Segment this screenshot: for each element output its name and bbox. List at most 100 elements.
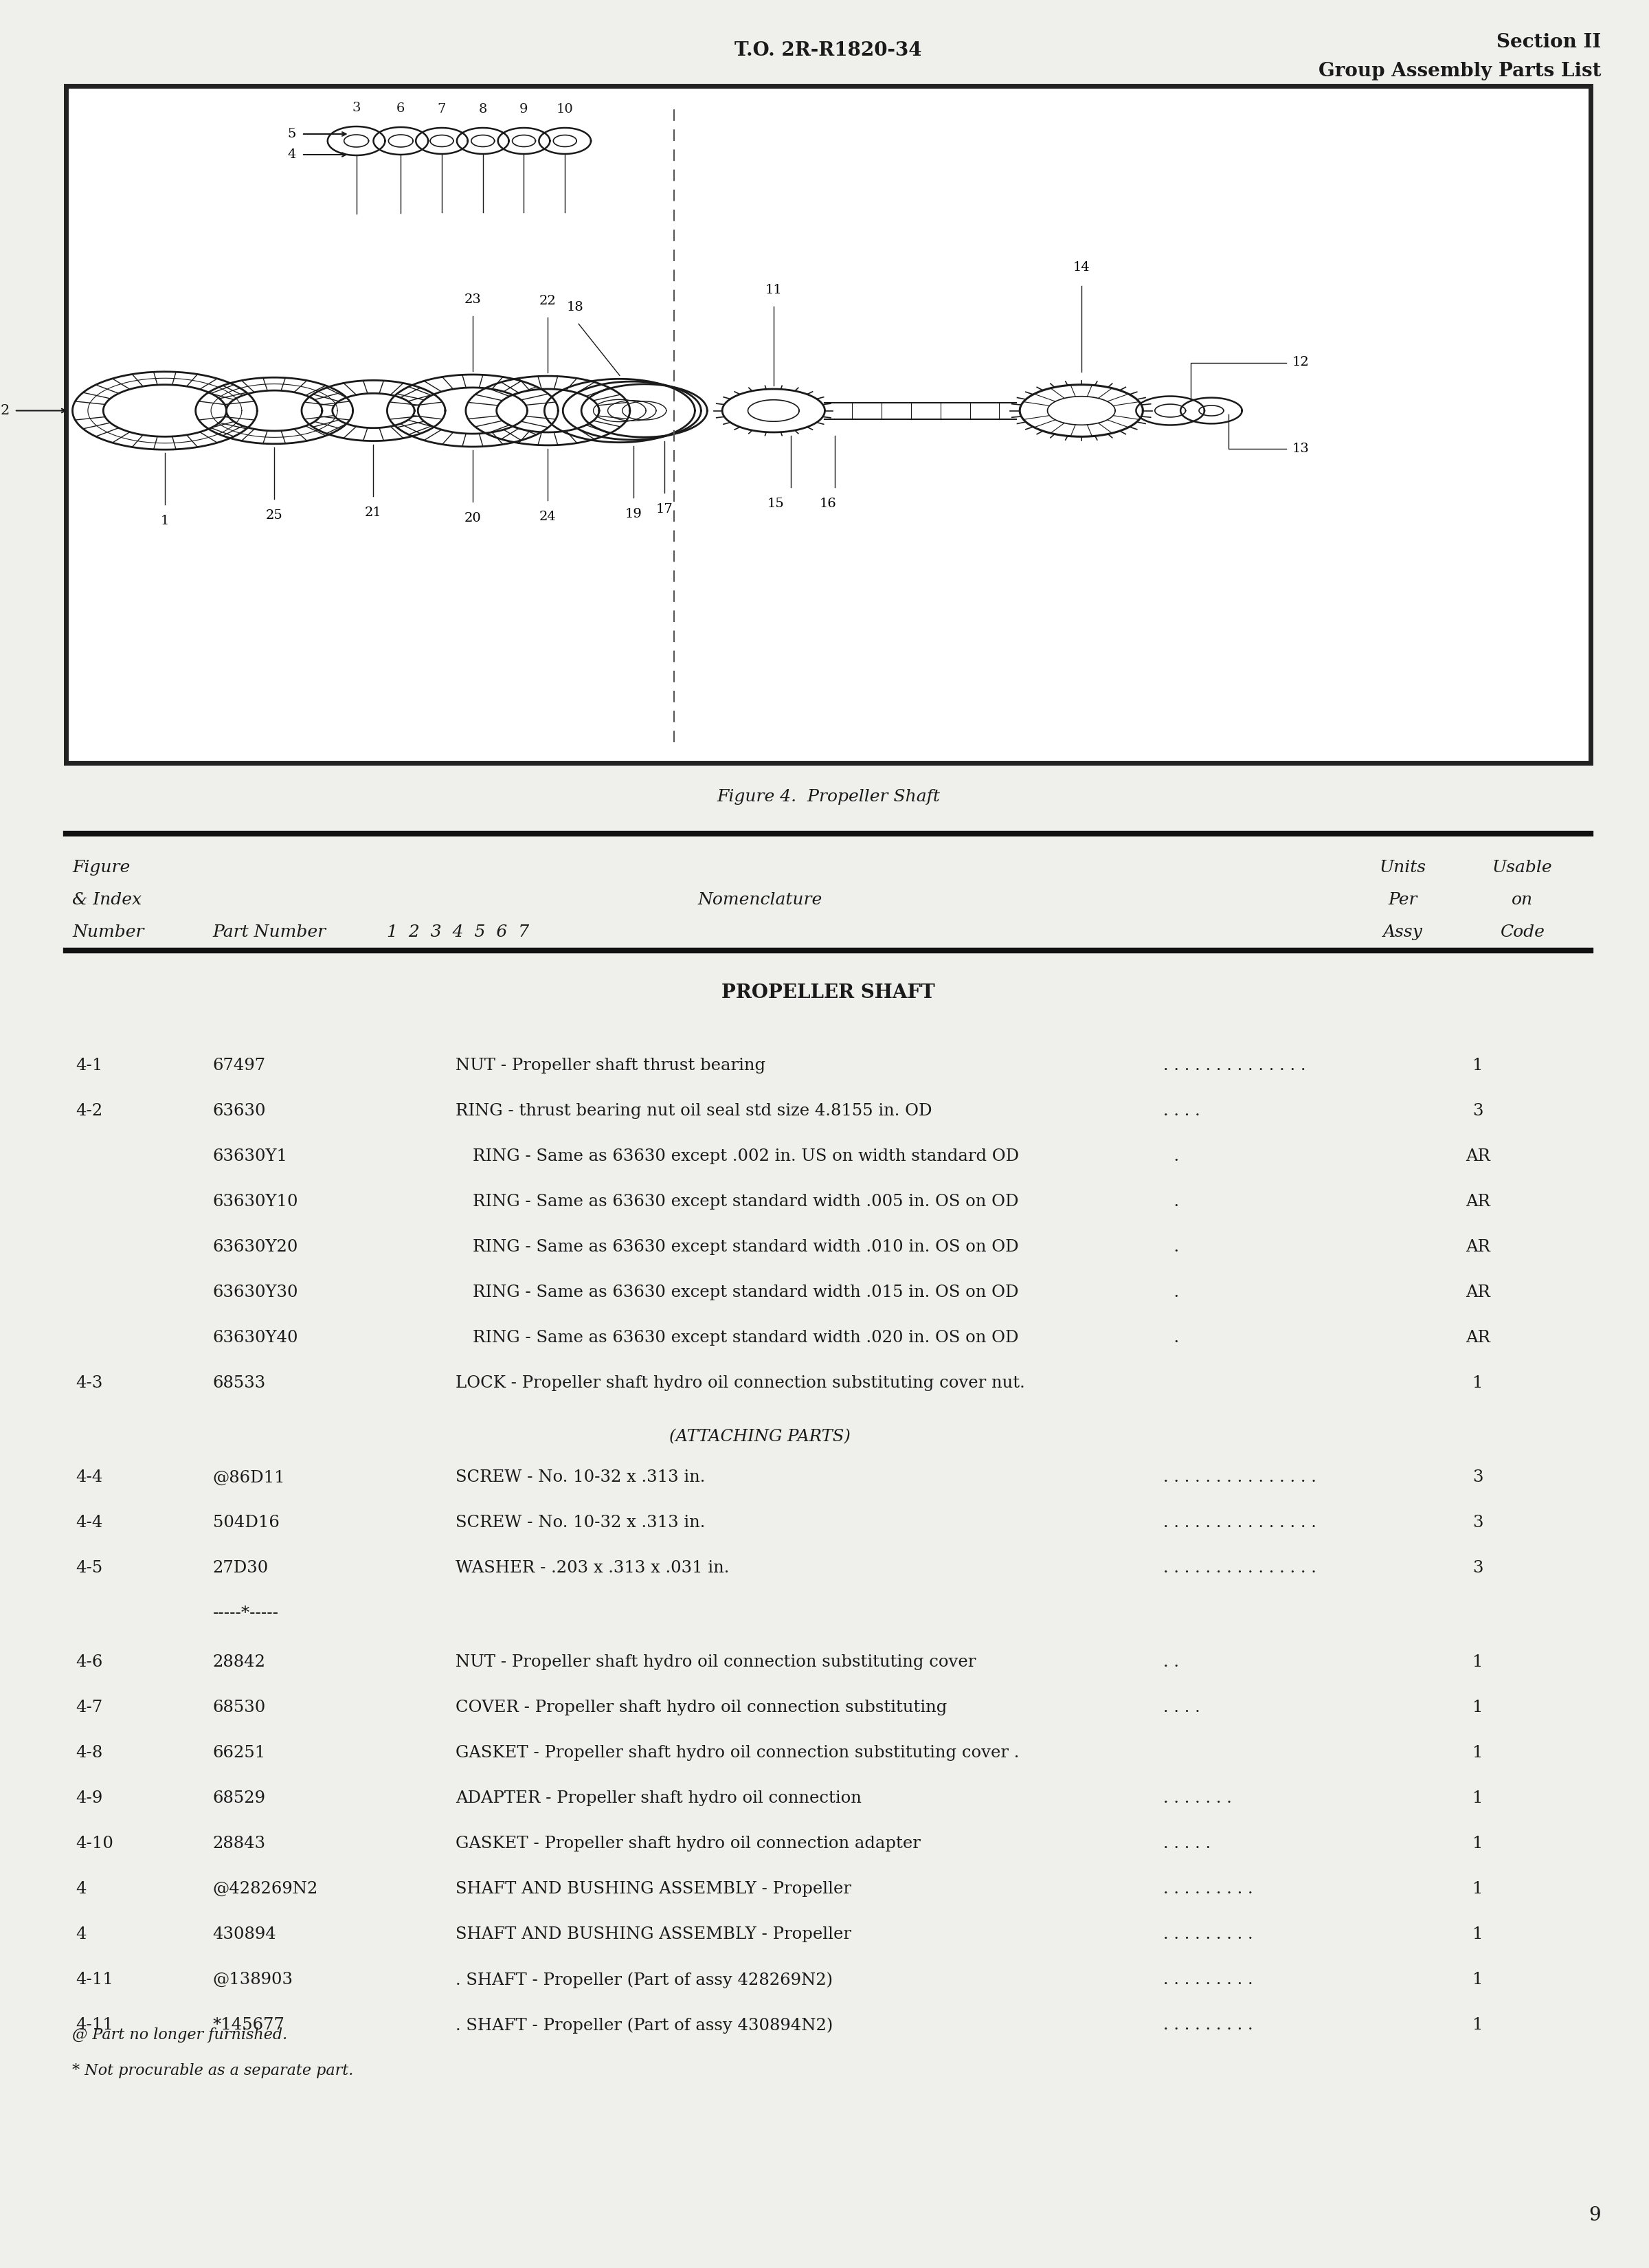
Text: 4-4: 4-4 [76,1515,102,1531]
Text: Assy: Assy [1384,925,1423,941]
Text: .: . [1164,1148,1179,1163]
Text: 23: 23 [463,293,482,306]
Text: RING - Same as 63630 except standard width .020 in. OS on OD: RING - Same as 63630 except standard wid… [473,1329,1019,1345]
Bar [66,86,1591,762]
Text: . . . . . . . . . . . . . . .: . . . . . . . . . . . . . . . [1164,1560,1316,1576]
Text: 63630Y30: 63630Y30 [213,1284,298,1300]
Text: 4-1: 4-1 [76,1057,102,1073]
Text: Units: Units [1379,860,1426,875]
Text: Section II: Section II [1497,34,1601,52]
Text: 4: 4 [76,1880,86,1896]
Text: RING - thrust bearing nut oil seal std size 4.8155 in. OD: RING - thrust bearing nut oil seal std s… [455,1102,932,1118]
Text: Figure: Figure [73,860,130,875]
Text: RING - Same as 63630 except .002 in. US on width standard OD: RING - Same as 63630 except .002 in. US … [473,1148,1019,1163]
Text: 1: 1 [1473,1880,1484,1896]
Text: .: . [1164,1284,1179,1300]
Text: 4-7: 4-7 [76,1699,102,1715]
Text: RING - Same as 63630 except standard width .010 in. OS on OD: RING - Same as 63630 except standard wid… [473,1238,1019,1254]
Text: Code: Code [1501,925,1545,941]
Text: 66251: 66251 [213,1744,265,1760]
Text: 4-5: 4-5 [76,1560,102,1576]
Text: 4: 4 [287,147,297,161]
Text: 3: 3 [1473,1560,1484,1576]
Text: 10: 10 [556,102,574,116]
Text: . . . . . . . . . . . . . . .: . . . . . . . . . . . . . . . [1164,1515,1316,1531]
Text: @138903: @138903 [213,1971,294,1987]
Text: GASKET - Propeller shaft hydro oil connection substituting cover .: GASKET - Propeller shaft hydro oil conne… [455,1744,1019,1760]
Text: 24: 24 [539,510,556,524]
Text: GASKET - Propeller shaft hydro oil connection adapter: GASKET - Propeller shaft hydro oil conne… [455,1835,920,1851]
Text: 20: 20 [463,513,482,524]
Text: WASHER - .203 x .313 x .031 in.: WASHER - .203 x .313 x .031 in. [455,1560,729,1576]
Text: 4-4: 4-4 [76,1470,102,1486]
Text: 1: 1 [1473,1653,1484,1669]
Text: 5: 5 [287,127,297,141]
Text: 3: 3 [1473,1470,1484,1486]
Text: AR: AR [1466,1238,1491,1254]
Text: 63630Y20: 63630Y20 [213,1238,298,1254]
Text: 1: 1 [160,515,170,526]
Text: . . . . . . .: . . . . . . . [1164,1789,1232,1805]
Text: .: . [1164,1238,1179,1254]
Text: . . . . .: . . . . . [1164,1835,1210,1851]
Text: 8: 8 [478,102,486,116]
Text: Group Assembly Parts List: Group Assembly Parts List [1319,61,1601,79]
Text: 25: 25 [265,508,282,522]
Text: 4: 4 [76,1926,86,1941]
Text: SHAFT AND BUSHING ASSEMBLY - Propeller: SHAFT AND BUSHING ASSEMBLY - Propeller [455,1880,851,1896]
Text: 3: 3 [1473,1515,1484,1531]
Text: . . . . . . . . . . . . . .: . . . . . . . . . . . . . . [1164,1057,1306,1073]
Text: @428269N2: @428269N2 [213,1880,318,1896]
Text: 68530: 68530 [213,1699,265,1715]
Text: 504D16: 504D16 [213,1515,279,1531]
Text: 14: 14 [1073,261,1090,274]
Text: LOCK - Propeller shaft hydro oil connection substituting cover nut.: LOCK - Propeller shaft hydro oil connect… [455,1374,1026,1390]
Text: 1: 1 [1473,1971,1484,1987]
Text: 15: 15 [767,497,783,510]
Text: 3: 3 [351,102,361,113]
Text: AR: AR [1466,1329,1491,1345]
Text: PROPELLER SHAFT: PROPELLER SHAFT [722,984,935,1002]
Text: 1: 1 [1473,1835,1484,1851]
Text: @ Part no longer furnished.: @ Part no longer furnished. [73,2028,287,2043]
Text: SCREW - No. 10-32 x .313 in.: SCREW - No. 10-32 x .313 in. [455,1515,706,1531]
Text: 16: 16 [820,497,836,510]
Text: 67497: 67497 [213,1057,265,1073]
Text: 4-11: 4-11 [76,1971,114,1987]
Text: 28843: 28843 [213,1835,265,1851]
Text: 63630: 63630 [213,1102,265,1118]
Text: . . . . . . . . . . . . . . .: . . . . . . . . . . . . . . . [1164,1470,1316,1486]
Text: . . . . . . . . .: . . . . . . . . . [1164,1880,1253,1896]
Text: * Not procurable as a separate part.: * Not procurable as a separate part. [73,2064,355,2077]
Text: 17: 17 [656,503,673,515]
Text: 4-2: 4-2 [76,1102,102,1118]
Text: 27D30: 27D30 [213,1560,269,1576]
Text: 2: 2 [0,404,10,417]
Text: on: on [1512,891,1534,907]
Text: *145677: *145677 [213,2016,285,2032]
Text: AR: AR [1466,1193,1491,1209]
Text: .: . [1164,1329,1179,1345]
Text: 68533: 68533 [213,1374,265,1390]
Text: AR: AR [1466,1148,1491,1163]
Text: 19: 19 [625,508,641,519]
Text: 1: 1 [1473,1926,1484,1941]
Text: . . . . . . . . .: . . . . . . . . . [1164,2016,1253,2032]
Text: 9: 9 [1590,2207,1601,2225]
Text: 1  2  3  4  5  6  7: 1 2 3 4 5 6 7 [388,925,529,941]
Text: 7: 7 [437,102,447,116]
Text: Figure 4.  Propeller Shaft: Figure 4. Propeller Shaft [717,789,940,805]
Text: 4-6: 4-6 [76,1653,102,1669]
Text: 4-8: 4-8 [76,1744,102,1760]
Text: & Index: & Index [73,891,142,907]
Text: Number: Number [73,925,143,941]
Text: 1: 1 [1473,1374,1484,1390]
Text: RING - Same as 63630 except standard width .015 in. OS on OD: RING - Same as 63630 except standard wid… [473,1284,1019,1300]
Text: -----*-----: -----*----- [213,1606,279,1622]
Text: . . . .: . . . . [1164,1102,1200,1118]
Text: SHAFT AND BUSHING ASSEMBLY - Propeller: SHAFT AND BUSHING ASSEMBLY - Propeller [455,1926,851,1941]
Text: 6: 6 [396,102,406,116]
Text: RING - Same as 63630 except standard width .005 in. OS on OD: RING - Same as 63630 except standard wid… [473,1193,1019,1209]
Text: 28842: 28842 [213,1653,265,1669]
Text: 1: 1 [1473,1744,1484,1760]
